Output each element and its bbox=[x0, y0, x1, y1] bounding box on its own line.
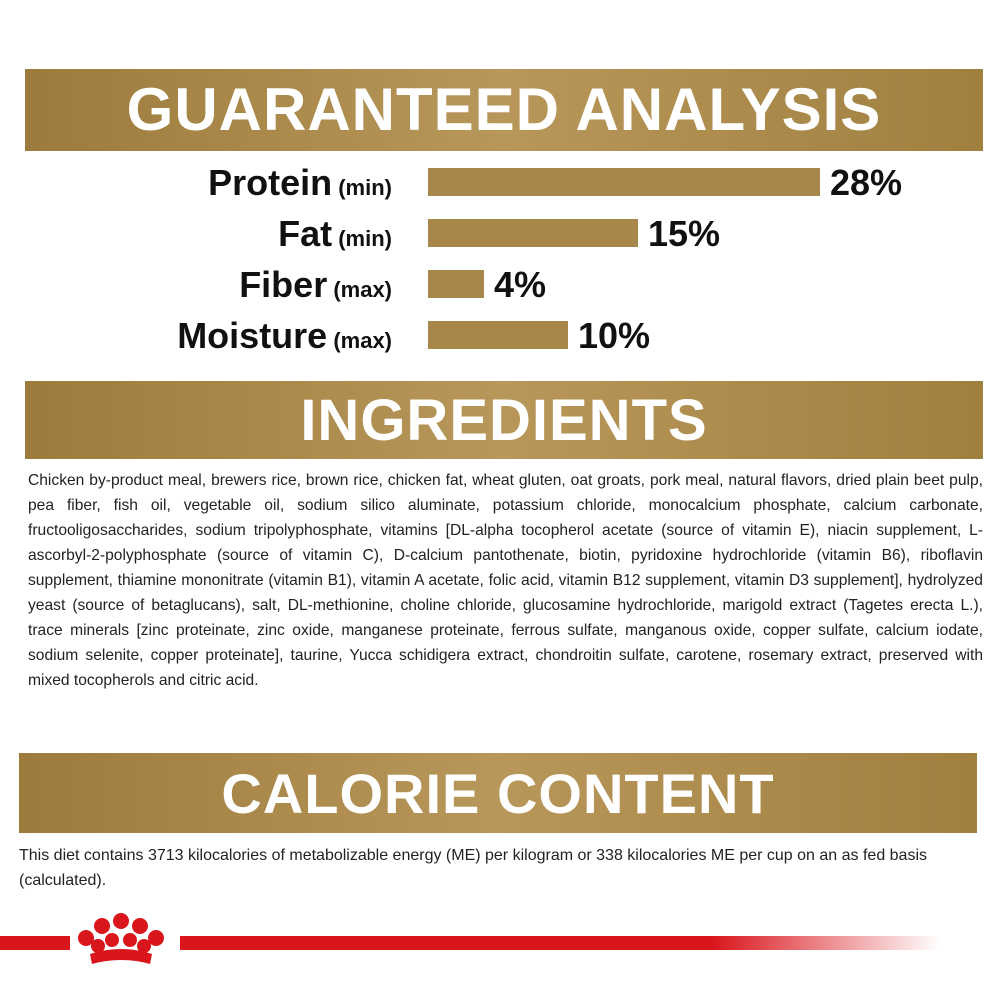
ingredients-text: Chicken by-product meal, brewers rice, b… bbox=[28, 472, 983, 689]
category: Protein bbox=[208, 162, 333, 203]
qualifier: (max) bbox=[327, 277, 392, 302]
value-label: 15% bbox=[648, 213, 721, 254]
value-label: 4% bbox=[494, 264, 547, 305]
analysis-title: GUARANTEED ANALYSIS bbox=[25, 69, 983, 151]
value-label: 28% bbox=[830, 162, 903, 203]
row-label: Protein (min) bbox=[208, 162, 392, 204]
calorie-title: CALORIE CONTENT bbox=[19, 753, 977, 833]
category: Fat bbox=[278, 213, 333, 254]
qualifier: (max) bbox=[327, 328, 392, 353]
bar bbox=[428, 270, 484, 298]
red-stripe bbox=[180, 936, 940, 950]
bar bbox=[428, 219, 638, 247]
row-label: Moisture (max) bbox=[177, 315, 392, 357]
row-label: Fat (min) bbox=[278, 213, 392, 255]
red-stripe bbox=[0, 936, 70, 950]
bar bbox=[428, 321, 568, 349]
qualifier: (min) bbox=[332, 226, 392, 251]
category: Fiber bbox=[239, 264, 328, 305]
crown-logo bbox=[78, 913, 164, 964]
row-label: Fiber (max) bbox=[239, 264, 392, 306]
bar bbox=[428, 168, 820, 196]
qualifier: (min) bbox=[332, 175, 392, 200]
brand-footer bbox=[0, 913, 940, 964]
ingredients-title: INGREDIENTS bbox=[25, 381, 983, 459]
value-label: 10% bbox=[578, 315, 651, 356]
calorie-text: This diet contains 3713 kilocalories of … bbox=[19, 847, 928, 889]
category: Moisture bbox=[177, 315, 328, 356]
